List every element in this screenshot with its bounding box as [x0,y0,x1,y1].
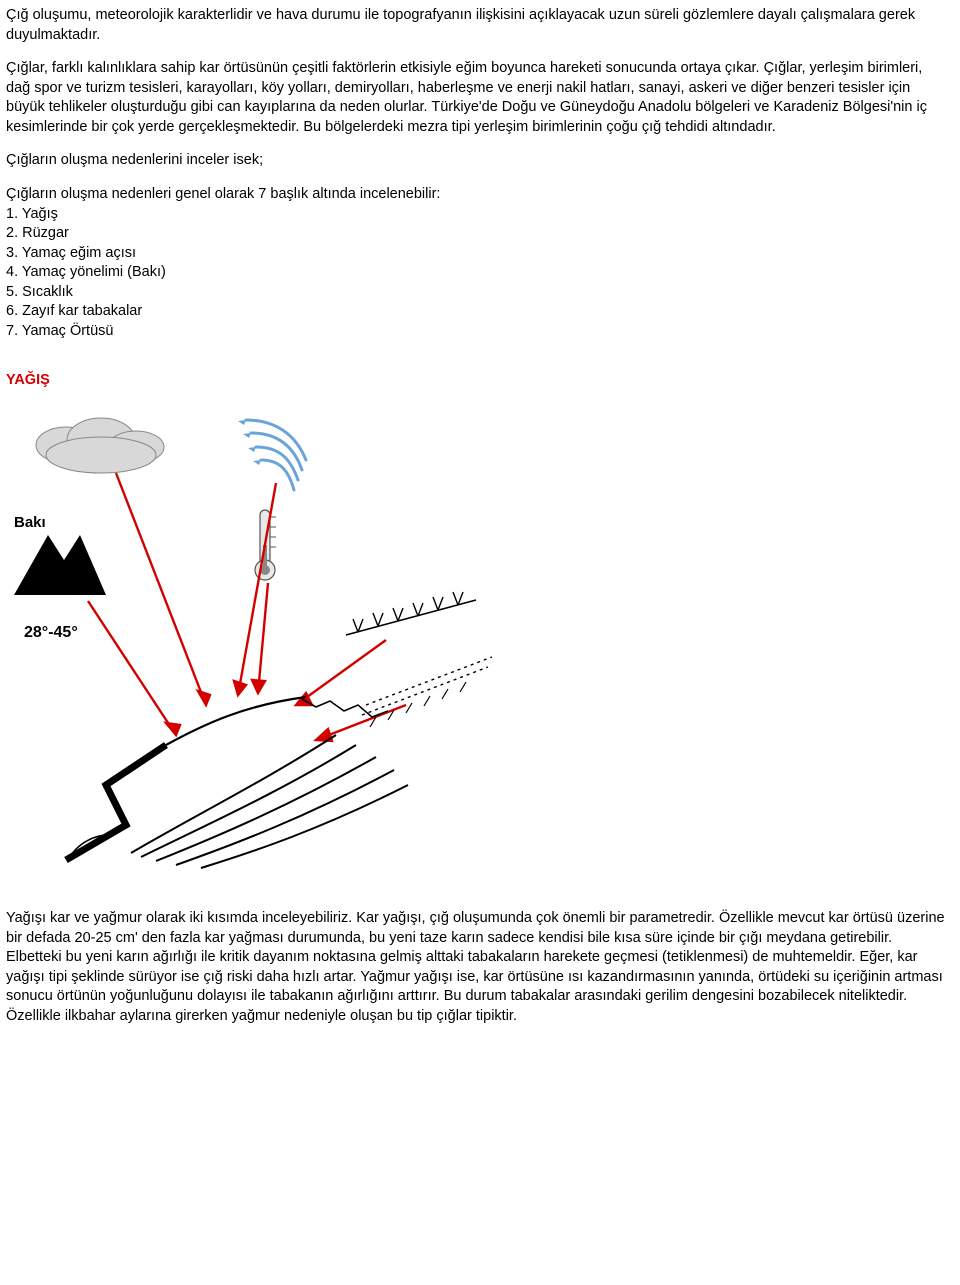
paragraph: Çığlar, farklı kalınlıklara sahip kar ör… [6,59,950,137]
cloud-icon [36,418,164,473]
list-intro: Çığların oluşma nedenleri genel olarak 7… [6,185,950,205]
mountain-icon [14,535,106,595]
list-item: 4. Yamaç yönelimi (Bakı) [6,263,950,283]
list-item: 3. Yamaç eğim açısı [6,244,950,264]
paragraph: Çığ oluşumu, meteorolojik karakterlidir … [6,6,950,45]
list-item: 6. Zayıf kar tabakalar [6,302,950,322]
angle-label: 28°-45° [24,624,78,641]
paragraph: Çığların oluşma nedenlerini inceler isek… [6,151,950,171]
list-item: 7. Yamaç Örtüsü [6,322,950,342]
list-item: 2. Rüzgar [6,224,950,244]
weak-layer-icon [362,657,492,727]
vegetation-icon [346,592,476,635]
wind-icon [238,420,306,490]
slope-avalanche [66,697,408,868]
baki-label: Bakı [14,514,46,531]
list-item: 5. Sıcaklık [6,283,950,303]
avalanche-diagram: Bakı 28°-45° [6,405,506,885]
list-item: 1. Yağış [6,205,950,225]
section-heading: YAĞIŞ [6,371,950,391]
causes-list: Çığların oluşma nedenleri genel olarak 7… [6,185,950,342]
paragraph: Yağışı kar ve yağmur olarak iki kısımda … [6,909,950,1026]
factor-arrows [88,473,406,741]
